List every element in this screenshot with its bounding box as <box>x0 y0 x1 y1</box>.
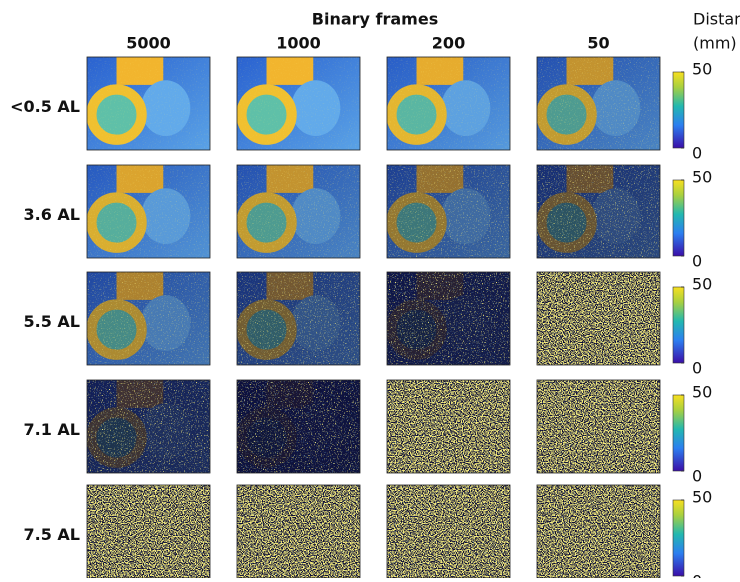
blue-noise <box>387 165 510 258</box>
blue-noise <box>537 380 660 473</box>
depth-image <box>87 485 210 578</box>
colorbar <box>673 395 684 471</box>
colorbar-tick-label: 50 <box>692 488 712 507</box>
blue-noise <box>537 485 660 578</box>
blue-noise <box>87 485 210 578</box>
blue-noise <box>387 57 510 150</box>
blue-noise <box>387 272 510 365</box>
colorbar <box>673 500 684 576</box>
colorbar-tick-label: 0 <box>692 144 702 163</box>
blue-noise <box>537 272 660 365</box>
depth-image <box>87 380 210 473</box>
depth-image <box>537 485 660 578</box>
depth-image <box>237 165 360 258</box>
depth-image <box>537 57 660 150</box>
blue-noise <box>237 485 360 578</box>
depth-image <box>537 165 660 258</box>
blue-noise <box>237 165 360 258</box>
depth-image <box>387 165 510 258</box>
blue-noise <box>537 57 660 150</box>
depth-image <box>387 272 510 365</box>
depth-image <box>537 272 660 365</box>
colorbar-tick-label: 50 <box>692 168 712 187</box>
colorbar-tick-label: 50 <box>692 383 712 402</box>
column-header: 5000 <box>126 34 171 53</box>
colorbar-tick-label: 50 <box>692 275 712 294</box>
figure-title: Binary frames <box>312 10 438 29</box>
column-header: 200 <box>432 34 465 53</box>
blue-noise <box>87 272 210 365</box>
colorbar <box>673 72 684 148</box>
colorbar-tick-label: 50 <box>692 60 712 79</box>
depth-image <box>387 380 510 473</box>
colorbar-tick-label: 0 <box>692 252 702 271</box>
colorbar <box>673 180 684 256</box>
depth-image <box>387 57 510 150</box>
depth-image <box>87 165 210 258</box>
depth-image <box>237 272 360 365</box>
row-label: 5.5 AL <box>24 312 81 331</box>
blue-noise <box>387 380 510 473</box>
row-label: 3.6 AL <box>24 205 81 224</box>
colorbar-tick-label: 0 <box>692 572 702 579</box>
row-label: <0.5 AL <box>10 97 80 116</box>
blue-noise <box>87 380 210 473</box>
depth-image <box>237 380 360 473</box>
figure: Binary frames Distance (mm) 500010002005… <box>0 0 740 578</box>
depth-image <box>237 485 360 578</box>
blue-noise <box>537 165 660 258</box>
depth-image <box>87 57 210 150</box>
column-header: 1000 <box>276 34 321 53</box>
row-label: 7.1 AL <box>24 420 81 439</box>
column-header: 50 <box>587 34 609 53</box>
blue-noise <box>387 485 510 578</box>
blue-noise <box>237 380 360 473</box>
row-label: 7.5 AL <box>24 525 81 544</box>
depth-image <box>537 380 660 473</box>
depth-image <box>87 272 210 365</box>
colorbar-tick-label: 0 <box>692 467 702 486</box>
colorbar-tick-label: 0 <box>692 359 702 378</box>
depth-image <box>237 57 360 150</box>
blue-noise <box>237 272 360 365</box>
colorbar-label: Distance <box>693 10 740 29</box>
colorbar-unit: (mm) <box>693 34 737 53</box>
blue-noise <box>87 165 210 258</box>
depth-image <box>387 485 510 578</box>
colorbar <box>673 287 684 363</box>
